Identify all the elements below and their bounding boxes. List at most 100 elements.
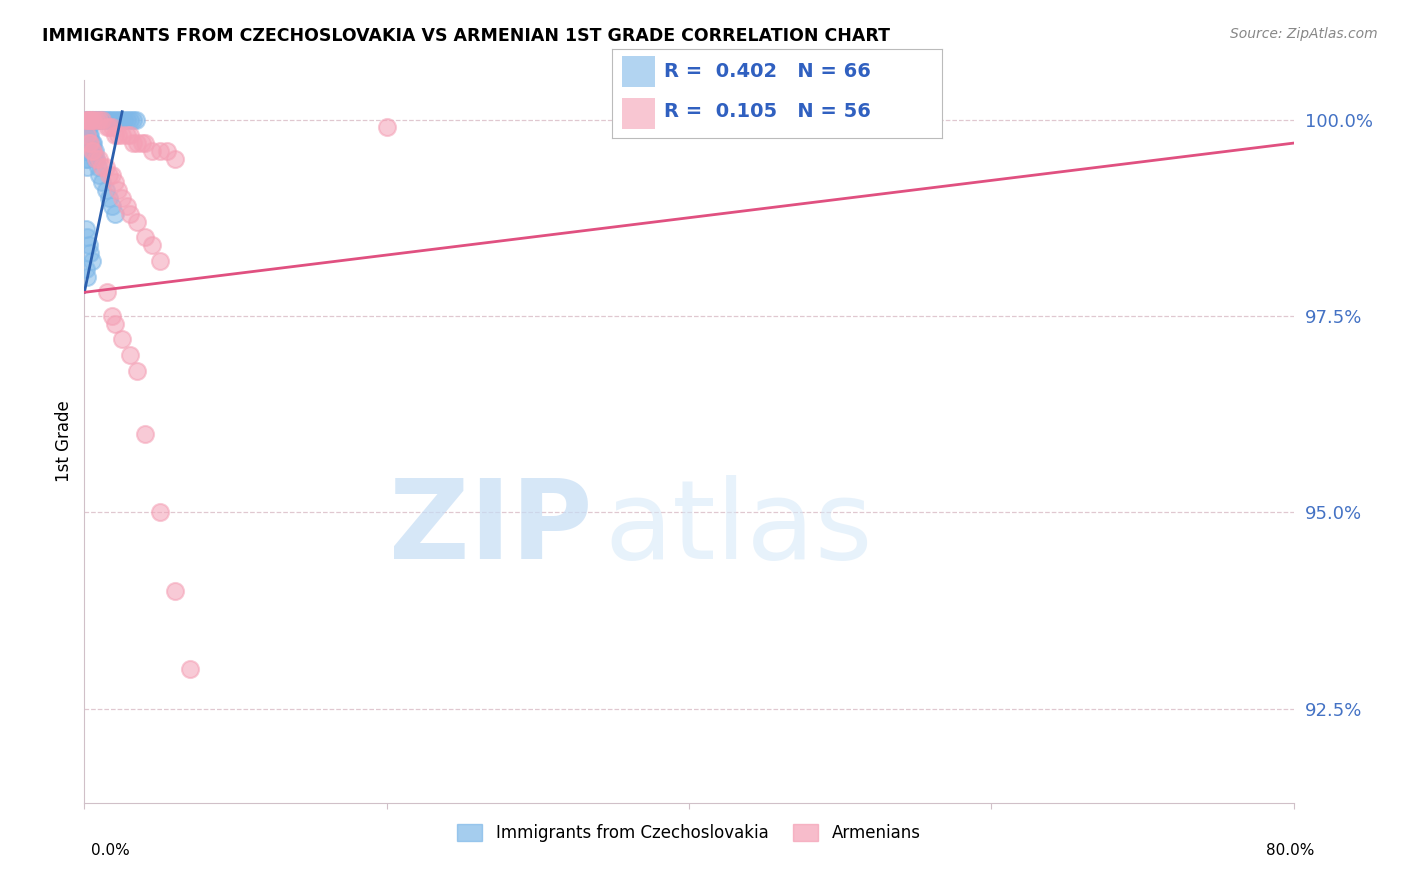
Bar [621, 98, 655, 129]
Point [89, 112, 111, 127]
Point [100, 120, 122, 135]
Point [118, 207, 141, 221]
Point [110, 112, 132, 127]
Point [77, 238, 100, 252]
Point [104, 317, 127, 331]
Point [79, 112, 101, 127]
Point [91, 160, 114, 174]
Point [84, 144, 107, 158]
Point [75, 112, 97, 127]
Point [89, 152, 111, 166]
Point [76, 230, 98, 244]
Point [75, 136, 97, 150]
Point [82, 112, 104, 127]
Point [94, 160, 117, 174]
Point [134, 426, 156, 441]
Point [84, 152, 107, 166]
Point [75, 112, 97, 127]
Point [75, 144, 97, 158]
Point [75, 261, 97, 276]
Point [141, 238, 163, 252]
Text: R =  0.402   N = 66: R = 0.402 N = 66 [665, 62, 872, 81]
Point [121, 112, 143, 127]
Point [131, 136, 153, 150]
Point [76, 269, 98, 284]
Point [80, 112, 103, 127]
Point [104, 112, 127, 127]
Point [76, 144, 98, 158]
Point [76, 120, 98, 135]
Point [75, 128, 97, 143]
Point [118, 112, 141, 127]
Text: ZIP: ZIP [389, 475, 592, 582]
Point [149, 253, 172, 268]
Point [127, 364, 149, 378]
Point [77, 144, 100, 158]
Point [76, 160, 98, 174]
Legend: Immigrants from Czechoslovakia, Armenians: Immigrants from Czechoslovakia, Armenian… [450, 817, 928, 848]
Point [77, 120, 100, 135]
Point [125, 112, 148, 127]
Point [97, 120, 120, 135]
Point [165, 583, 187, 598]
Point [87, 112, 110, 127]
Point [96, 120, 118, 135]
Point [86, 112, 108, 127]
Text: 80.0%: 80.0% [1267, 843, 1315, 858]
Point [115, 112, 138, 127]
Point [97, 191, 120, 205]
Point [80, 253, 103, 268]
Point [89, 112, 111, 127]
Point [118, 348, 141, 362]
Point [76, 128, 98, 143]
Text: Source: ZipAtlas.com: Source: ZipAtlas.com [1230, 27, 1378, 41]
Point [75, 136, 97, 150]
Point [82, 112, 104, 127]
Text: 0.0%: 0.0% [91, 843, 131, 858]
Point [75, 128, 97, 143]
Point [107, 128, 129, 143]
Text: atlas: atlas [605, 475, 873, 582]
Point [80, 144, 103, 158]
Point [75, 120, 97, 135]
Point [134, 136, 156, 150]
Point [107, 112, 129, 127]
Point [77, 136, 100, 150]
Point [76, 128, 98, 143]
Point [76, 112, 98, 127]
Point [80, 136, 103, 150]
Point [86, 152, 108, 166]
Point [100, 168, 122, 182]
Point [82, 144, 104, 158]
Point [107, 183, 129, 197]
Point [93, 112, 115, 127]
Point [75, 120, 97, 135]
Point [77, 112, 100, 127]
Point [86, 112, 108, 127]
Point [100, 199, 122, 213]
Point [111, 128, 134, 143]
Point [100, 309, 122, 323]
Point [111, 333, 134, 347]
Point [141, 144, 163, 158]
Point [112, 112, 135, 127]
Point [127, 214, 149, 228]
Point [79, 136, 101, 150]
Point [91, 112, 114, 127]
Point [165, 152, 187, 166]
Point [149, 144, 172, 158]
Point [94, 183, 117, 197]
Point [80, 144, 103, 158]
Point [96, 112, 118, 127]
Y-axis label: 1st Grade: 1st Grade [55, 401, 73, 483]
Point [77, 128, 100, 143]
Point [104, 175, 127, 189]
Point [79, 144, 101, 158]
Point [76, 152, 98, 166]
Point [118, 128, 141, 143]
Point [115, 128, 138, 143]
Point [76, 112, 98, 127]
Point [134, 230, 156, 244]
Point [75, 152, 97, 166]
Point [111, 191, 134, 205]
